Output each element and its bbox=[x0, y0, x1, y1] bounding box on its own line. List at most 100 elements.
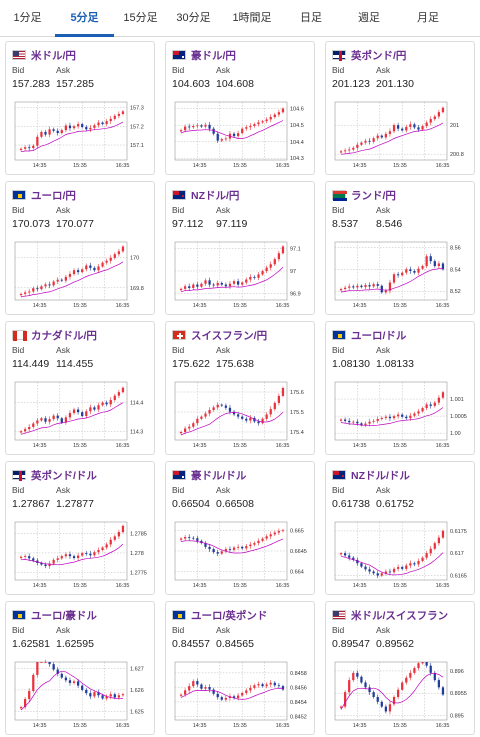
rate-card[interactable]: ユーロ/豪ドル Bid Ask 1.62581 1.62595 1.627 1.626 1.6… bbox=[5, 601, 155, 735]
candle-body bbox=[28, 291, 31, 293]
candle-body bbox=[188, 537, 191, 538]
pair-name[interactable]: 英ポンド/円 bbox=[351, 49, 407, 62]
pair-name[interactable]: スイスフラン/円 bbox=[191, 329, 268, 342]
candlestick-chart[interactable]: 0.665 0.6645 0.664 14:35 15:35 16:35 bbox=[171, 516, 310, 590]
pair-name[interactable]: NZドル/円 bbox=[191, 189, 240, 202]
candle-body bbox=[384, 133, 388, 138]
tab-6[interactable]: 週足 bbox=[358, 12, 380, 24]
pair-name[interactable]: ユーロ/ドル bbox=[351, 329, 407, 342]
candle-body bbox=[429, 548, 432, 554]
candlestick-chart[interactable]: 201 200.8 14:35 15:35 16:35 bbox=[331, 96, 470, 170]
candlestick-chart[interactable]: 8.56 8.54 8.52 14:35 15:35 16:35 bbox=[331, 236, 470, 310]
rate-card[interactable]: 英ポンド/ドル Bid Ask 1.27867 1.27877 1.2785 1.278 1.… bbox=[5, 461, 155, 595]
bid-label: Bid bbox=[172, 65, 185, 75]
pair-name[interactable]: 英ポンド/ドル bbox=[31, 469, 97, 482]
rate-card[interactable]: ユーロ/英ポンド Bid Ask 0.84557 0.84565 0.8458 0.8456… bbox=[165, 601, 315, 735]
candlestick-chart[interactable]: 104.6 104.5 104.4 104.3 14:35 15:35 16:35 bbox=[171, 96, 310, 170]
candle-body bbox=[245, 279, 248, 283]
candle-body bbox=[52, 559, 55, 564]
pair-name[interactable]: ユーロ/英ポンド bbox=[191, 609, 268, 622]
candle-body bbox=[228, 407, 232, 412]
candlestick-chart[interactable]: 114.4 114.3 14:35 15:35 16:35 bbox=[11, 376, 150, 450]
ask-value: 157.285 bbox=[56, 78, 94, 90]
pair-name[interactable]: 豪ドル/ドル bbox=[191, 469, 247, 482]
candle-body bbox=[348, 555, 351, 558]
rate-card[interactable]: ランド/円 Bid Ask 8.537 8.546 8.56 8.54 8.52 14:35 15… bbox=[325, 181, 475, 315]
pair-name[interactable]: ユーロ/円 bbox=[31, 189, 76, 202]
rate-card[interactable]: スイスフラン/円 Bid Ask 175.622 175.638 175.6 175.5 17… bbox=[165, 321, 315, 455]
pair-name[interactable]: ユーロ/豪ドル bbox=[31, 609, 97, 622]
candlestick-chart[interactable]: 1.001 1.0005 1.00 14:35 15:35 16:35 bbox=[331, 376, 470, 450]
candle-body bbox=[52, 664, 55, 670]
candle-body bbox=[40, 662, 43, 663]
tab-0[interactable]: 1分足 bbox=[13, 12, 42, 24]
bid-value: 175.622 bbox=[172, 358, 210, 370]
pair-name[interactable]: 米ドル/円 bbox=[31, 49, 76, 62]
y-tick-label: 1.2775 bbox=[130, 570, 147, 576]
pair-name[interactable]: 豪ドル/円 bbox=[191, 49, 236, 62]
rate-card[interactable]: 米ドル/スイスフラン Bid Ask 0.89547 0.89562 0.896 0.895… bbox=[325, 601, 475, 735]
plot-frame bbox=[174, 381, 288, 441]
pair-header: ユーロ/円 bbox=[12, 189, 76, 202]
rate-card[interactable]: 豪ドル/ドル Bid Ask 0.66504 0.66508 0.665 0.6645 0.6… bbox=[165, 461, 315, 595]
candle-body bbox=[352, 286, 355, 288]
rate-card[interactable]: 豪ドル/円 Bid Ask 104.603 104.608 104.6 104.5 104.4… bbox=[165, 41, 315, 175]
rate-card[interactable]: NZドル/ドル Bid Ask 0.61738 0.61752 0.6175 0.617 0.… bbox=[325, 461, 475, 595]
x-tick-label: 15:35 bbox=[233, 723, 247, 729]
tab-3[interactable]: 30分足 bbox=[176, 12, 211, 24]
flag-us-icon bbox=[332, 610, 346, 620]
rate-card[interactable]: カナダドル/円 Bid Ask 114.449 114.455 114.4 114.3 14:… bbox=[5, 321, 155, 455]
x-tick-label: 15:35 bbox=[73, 163, 87, 169]
candle-body bbox=[376, 696, 379, 702]
x-tick-label: 14:35 bbox=[193, 163, 207, 169]
pair-name[interactable]: NZドル/ドル bbox=[351, 469, 410, 482]
candle-body bbox=[360, 423, 363, 425]
candle-body bbox=[372, 420, 375, 422]
x-tick-label: 14:35 bbox=[353, 583, 367, 589]
candle-body bbox=[113, 536, 116, 540]
rate-card[interactable]: ユーロ/円 Bid Ask 170.073 170.077 170 169.8 14:35 15… bbox=[5, 181, 155, 315]
tab-5[interactable]: 日足 bbox=[300, 12, 322, 24]
tab-2[interactable]: 15分足 bbox=[123, 12, 158, 24]
candle-body bbox=[380, 135, 383, 138]
candle-body bbox=[417, 268, 420, 273]
candlestick-chart[interactable]: 170 169.8 14:35 15:35 16:35 bbox=[11, 236, 150, 310]
candlestick-chart[interactable]: 1.627 1.626 1.625 14:35 15:35 16:35 bbox=[11, 656, 150, 730]
rate-card[interactable]: 英ポンド/円 Bid Ask 201.123 201.130 201 200.8 14:35 1… bbox=[325, 41, 475, 175]
pair-name[interactable]: 米ドル/スイスフラン bbox=[351, 609, 449, 622]
candlestick-chart[interactable]: 1.2785 1.278 1.2775 14:35 15:35 16:35 bbox=[11, 516, 150, 590]
candlestick-chart[interactable]: 0.896 0.8955 0.895 14:35 15:35 16:35 bbox=[331, 656, 470, 730]
candle-body bbox=[97, 122, 100, 126]
rate-card[interactable]: NZドル/円 Bid Ask 97.112 97.119 97.1 97 96.9 14:35 1… bbox=[165, 181, 315, 315]
candlestick-chart[interactable]: 157.3 157.2 157.1 14:35 15:35 16:35 bbox=[11, 96, 150, 170]
candle-body bbox=[216, 282, 219, 286]
tab-4[interactable]: 1時間足 bbox=[232, 12, 272, 24]
candlestick-chart[interactable]: 0.8458 0.8456 0.8454 0.8452 14:35 15:35 16:35 bbox=[171, 656, 310, 730]
candle-body bbox=[388, 282, 392, 291]
candle-body bbox=[405, 126, 408, 131]
candle-body bbox=[19, 707, 23, 709]
candle-body bbox=[200, 283, 203, 287]
candle-body bbox=[72, 681, 76, 683]
tab-7[interactable]: 月足 bbox=[417, 12, 439, 24]
candlestick-chart[interactable]: 175.6 175.5 175.4 14:35 15:35 16:35 bbox=[171, 376, 310, 450]
x-tick-label: 15:35 bbox=[233, 163, 247, 169]
x-tick-label: 16:35 bbox=[436, 583, 450, 589]
rate-card[interactable]: ユーロ/ドル Bid Ask 1.08130 1.08133 1.001 1.0005 1.0… bbox=[325, 321, 475, 455]
bid-value: 1.62581 bbox=[12, 638, 50, 650]
candlestick-chart[interactable]: 0.6175 0.617 0.6165 14:35 15:35 16:35 bbox=[331, 516, 470, 590]
rate-card[interactable]: 米ドル/円 Bid Ask 157.283 157.285 157.3 157.2 157.1… bbox=[5, 41, 155, 175]
tab-1[interactable]: 5分足 bbox=[55, 0, 114, 37]
candle-body bbox=[85, 553, 88, 554]
candle-body bbox=[261, 121, 264, 123]
candle-body bbox=[413, 563, 416, 565]
ask-value: 0.89562 bbox=[376, 638, 414, 650]
candle-body bbox=[409, 415, 412, 419]
pair-header: スイスフラン/円 bbox=[172, 329, 268, 342]
candlestick-chart[interactable]: 97.1 97 96.9 14:35 15:35 16:35 bbox=[171, 236, 310, 310]
y-tick-label: 170 bbox=[130, 255, 139, 261]
pair-name[interactable]: カナダドル/円 bbox=[31, 329, 97, 342]
candle-body bbox=[85, 127, 88, 130]
candle-body bbox=[220, 139, 223, 141]
pair-name[interactable]: ランド/円 bbox=[351, 189, 396, 202]
